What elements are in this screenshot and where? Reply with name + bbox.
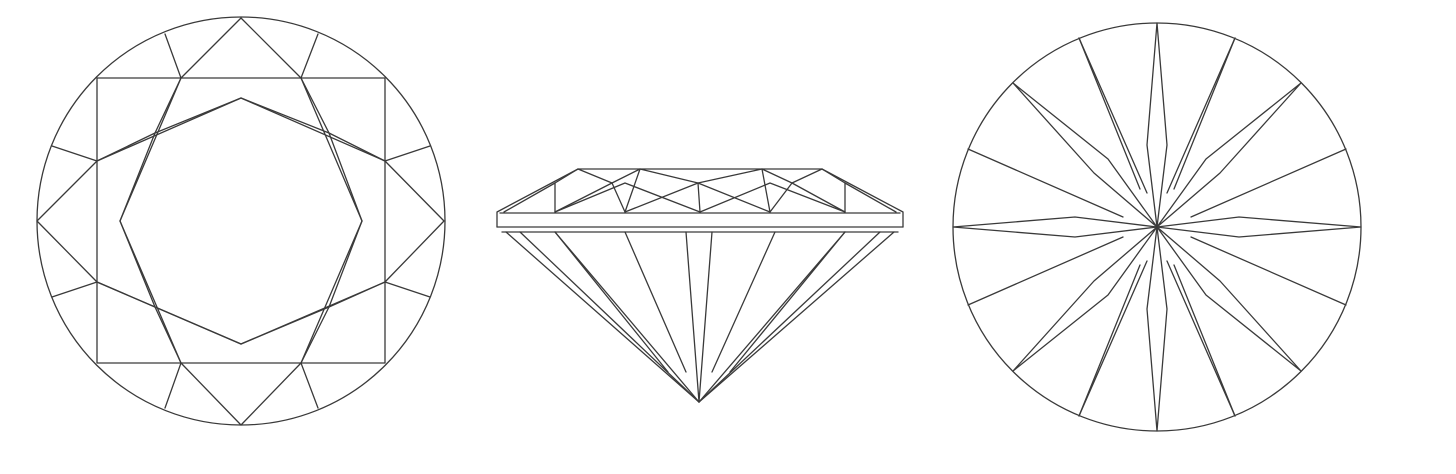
pavilion-star-points	[1157, 227, 1301, 371]
pavilion-star-points	[1147, 23, 1167, 227]
pavilion-girdle-facet	[968, 237, 1123, 305]
pavilion-girdle-facet	[1167, 38, 1235, 193]
crown-facet-line	[97, 282, 241, 344]
crown-square-frame	[97, 78, 385, 363]
crown-star-facets-right	[329, 133, 444, 307]
pavilion-girdle-facet	[1191, 149, 1346, 217]
profile-pavilion-facet	[555, 232, 668, 372]
pavilion-girdle-facet	[1174, 38, 1235, 189]
crown-girdle-facet	[301, 363, 318, 408]
pavilion-girdle-facet	[1191, 237, 1346, 305]
profile-crown-outline	[497, 169, 578, 227]
pavilion-star-points	[1147, 227, 1167, 431]
crown-facet-line	[120, 221, 181, 363]
crown-girdle-facet	[52, 146, 97, 161]
profile-crown-facet	[625, 169, 640, 212]
crown-star-facets-bottom	[155, 307, 329, 425]
crown-facet-line	[241, 98, 385, 161]
pavilion-star-points	[1013, 83, 1157, 227]
pavilion-girdle-facet	[968, 149, 1123, 217]
profile-crown-facet	[698, 183, 700, 212]
profile-pavilion-facet	[699, 232, 845, 402]
pavilion-star-points	[953, 217, 1157, 237]
pavilion-girdle-facet	[1079, 38, 1140, 189]
crown-facet-line	[301, 78, 362, 221]
pavilion-girdle-facet	[1079, 261, 1147, 416]
profile-pavilion-facet	[730, 232, 845, 372]
crown-facet-line	[301, 221, 362, 363]
profile-crown-facet	[762, 169, 770, 212]
pavilion-girdle-facet	[1174, 265, 1235, 416]
crown-girdle-facet	[301, 34, 318, 78]
profile-pavilion-facet	[712, 232, 775, 372]
crown-facet-line	[97, 98, 241, 161]
pavilion-girdle-facet	[1079, 265, 1140, 416]
crown-view-group	[37, 17, 445, 425]
crown-girdle-facet	[165, 363, 181, 408]
pavilion-star-points	[1157, 83, 1301, 227]
profile-crown-facets	[504, 183, 555, 212]
crown-girdle-facet	[52, 282, 97, 297]
pavilion-girdle-facet	[1167, 261, 1235, 416]
crown-girdle-facet	[165, 34, 181, 78]
profile-crown-facets	[555, 169, 845, 183]
crown-star-facets-top	[155, 18, 329, 133]
pavilion-girdle-facet	[1079, 38, 1147, 193]
profile-crown-outline	[822, 169, 903, 227]
crown-facet-line	[241, 282, 385, 344]
profile-pavilion-facet	[625, 232, 686, 372]
profile-pavilion-facet	[686, 232, 699, 402]
profile-pavilion-facet	[699, 232, 880, 402]
pavilion-star-points	[1013, 227, 1157, 371]
crown-facet-line	[120, 78, 181, 221]
profile-pavilion-facet	[520, 232, 699, 402]
profile-view-group	[497, 169, 903, 402]
profile-crown-facets	[845, 183, 896, 212]
crown-star-facets-left	[37, 133, 155, 307]
crown-girdle-facet	[385, 282, 430, 297]
pavilion-view-group	[953, 23, 1361, 431]
pavilion-star-points	[1157, 217, 1361, 237]
profile-pavilion-facet	[699, 232, 712, 402]
profile-pavilion-facet	[555, 232, 699, 402]
profile-pavilion-outline	[506, 232, 894, 402]
crown-girdle-facet	[385, 146, 430, 161]
